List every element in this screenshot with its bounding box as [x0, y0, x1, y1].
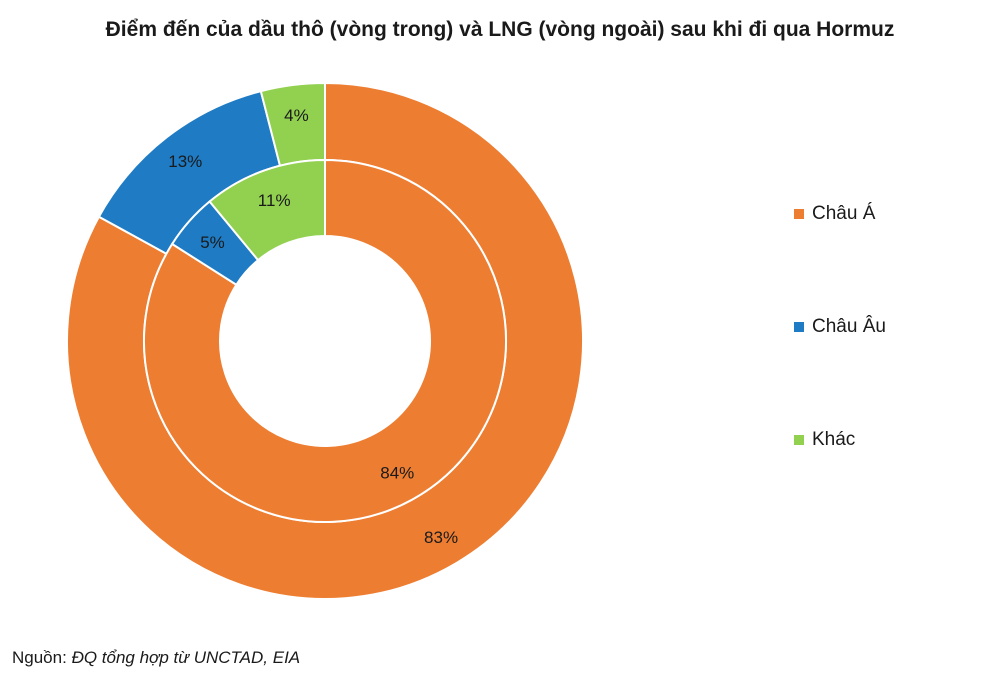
legend-swatch-khac: [794, 435, 804, 445]
source-note: Nguồn: ĐQ tổng hợp từ UNCTAD, EIA: [12, 648, 300, 668]
legend-item-chau-au: Châu Âu: [794, 313, 886, 341]
legend-label: Khác: [812, 429, 856, 450]
inner-slice-khac: [208, 158, 326, 262]
outer-label-khac: 4%: [284, 106, 309, 125]
source-text: ĐQ tổng hợp từ UNCTAD, EIA: [71, 648, 301, 667]
outer-label-chau-au: 13%: [168, 152, 202, 171]
inner-label-chau-a: 84%: [380, 463, 414, 482]
outer-label-chau-a: 83%: [424, 528, 458, 547]
legend-label: Châu Á: [812, 203, 876, 224]
source-prefix: Nguồn:: [12, 648, 67, 667]
inner-slice-chau-a: [143, 158, 507, 523]
legend-label: Châu Âu: [812, 316, 886, 337]
legend-swatch-chau-au: [794, 322, 804, 332]
legend-item-khac: Khác: [794, 426, 886, 454]
legend-item-chau-a: Châu Á: [794, 200, 886, 228]
chart-title: Điểm đến của dầu thô (vòng trong) và LNG…: [105, 18, 895, 41]
legend-swatch-chau-a: [794, 209, 804, 219]
inner-label-khac: 11%: [258, 191, 291, 210]
inner-label-chau-au: 5%: [200, 233, 225, 252]
legend: Châu Á Châu Âu Khác: [794, 200, 886, 539]
